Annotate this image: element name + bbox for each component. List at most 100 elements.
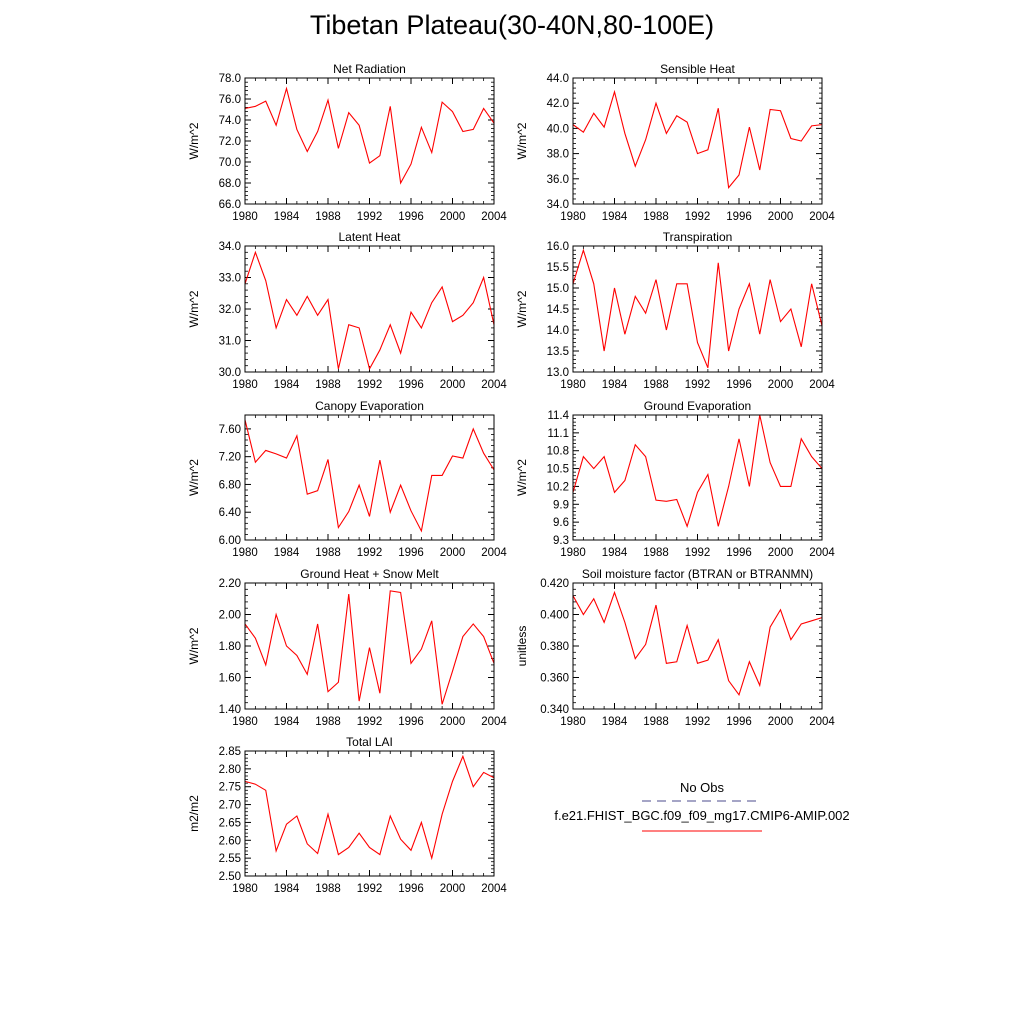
panel-title: Soil moisture factor (BTRAN or BTRANMN)	[582, 567, 813, 581]
y-tick-label: 2.75	[219, 782, 241, 794]
x-tick-label: 1992	[357, 547, 383, 559]
x-tick-label: 1988	[315, 716, 341, 728]
x-tick-label: 1984	[602, 716, 628, 728]
y-tick-label: 2.00	[219, 610, 241, 622]
plot-frame	[572, 582, 823, 710]
panel-5: 1980 1984 1988 1992 1996 2000 2004 6.00 6.40 6.80…	[187, 399, 507, 559]
x-tick-label: 1980	[232, 379, 258, 391]
y-tick-label: 1.80	[219, 641, 241, 653]
y-tick-label: 2.60	[219, 835, 241, 847]
x-tick-label: 1996	[726, 379, 752, 391]
x-tick-label: 1996	[398, 211, 424, 223]
series-line	[572, 414, 823, 528]
y-tick-label: 14.0	[547, 325, 569, 337]
y-tick-label: 0.380	[540, 641, 569, 653]
series-line	[572, 590, 823, 697]
x-tick-label: 2000	[768, 211, 794, 223]
y-tick-label: 2.70	[219, 800, 241, 812]
y-tick-label: 10.2	[547, 481, 569, 493]
y-tick-label: 15.0	[547, 283, 569, 295]
x-tick-label: 2004	[481, 547, 507, 559]
y-tick-label: 6.40	[219, 507, 241, 519]
y-tick-label: 7.60	[219, 424, 241, 436]
panel-6: 1980 1984 1988 1992 1996 2000 2004 9.3 9.6 9.9 10.…	[515, 399, 835, 559]
legend-label-model: f.e21.FHIST_BGC.f09_f09_mg17.CMIP6-AMIP.…	[554, 808, 849, 823]
x-tick-label: 1992	[685, 211, 711, 223]
legend-label-no-obs: No Obs	[680, 780, 725, 795]
y-tick-label: 0.400	[540, 610, 569, 622]
plot-frame	[244, 750, 495, 877]
x-tick-label: 2004	[809, 379, 835, 391]
y-tick-label: 2.55	[219, 853, 241, 865]
panel-3: 1980 1984 1988 1992 1996 2000 2004 30.0 31.0 32.0…	[187, 230, 507, 391]
x-tick-label: 1988	[643, 379, 669, 391]
panel-title: Ground Evaporation	[644, 399, 751, 413]
y-tick-label: 2.65	[219, 817, 241, 829]
y-axis-label: W/m^2	[515, 122, 529, 159]
x-tick-label: 2000	[440, 211, 466, 223]
x-tick-label: 1992	[357, 211, 383, 223]
y-tick-label: 36.0	[547, 174, 569, 186]
x-tick-label: 1996	[726, 716, 752, 728]
panel-title: Sensible Heat	[660, 62, 735, 76]
y-tick-label: 10.5	[547, 464, 569, 476]
panel-7: 1980 1984 1988 1992 1996 2000 2004 1.40 1.60 1.80…	[187, 567, 507, 728]
y-tick-label: 0.360	[540, 673, 569, 685]
x-tick-label: 1992	[357, 883, 383, 895]
x-tick-label: 1984	[602, 379, 628, 391]
plot-frame	[244, 77, 495, 205]
x-tick-label: 1988	[315, 379, 341, 391]
y-tick-label: 0.340	[540, 704, 569, 716]
plot-frame	[244, 414, 495, 541]
y-tick-label: 1.40	[219, 704, 241, 716]
page-title: Tibetan Plateau(30-40N,80-100E)	[309, 10, 715, 40]
y-tick-label: 13.5	[547, 346, 569, 358]
y-axis-label: W/m^2	[187, 290, 201, 327]
series-line	[244, 590, 495, 705]
panel-title: Canopy Evaporation	[315, 399, 424, 413]
series-line	[244, 754, 495, 861]
y-tick-label: 42.0	[547, 98, 569, 110]
panel-1: 1980 1984 1988 1992 1996 2000 2004 66.0 68.0 70.0…	[187, 62, 507, 223]
series-line	[244, 419, 495, 533]
x-tick-label: 2000	[440, 379, 466, 391]
y-tick-label: 0.420	[540, 578, 569, 590]
y-tick-label: 70.0	[219, 157, 241, 169]
y-tick-label: 66.0	[219, 199, 241, 211]
x-tick-label: 1980	[232, 716, 258, 728]
panel-title: Ground Heat + Snow Melt	[300, 567, 439, 581]
y-axis-label: W/m^2	[187, 627, 201, 664]
x-tick-label: 1980	[560, 379, 586, 391]
y-tick-label: 11.1	[547, 428, 569, 440]
y-tick-label: 68.0	[219, 178, 241, 190]
y-tick-label: 2.20	[219, 578, 241, 590]
y-tick-label: 6.80	[219, 479, 241, 491]
x-tick-label: 2000	[440, 716, 466, 728]
x-tick-label: 1988	[315, 211, 341, 223]
y-tick-label: 31.0	[219, 336, 241, 348]
x-tick-label: 2000	[768, 547, 794, 559]
x-tick-label: 1996	[398, 379, 424, 391]
plot-frame	[244, 245, 495, 373]
x-tick-label: 1996	[726, 547, 752, 559]
x-tick-label: 1992	[357, 716, 383, 728]
panel-title: Latent Heat	[338, 230, 401, 244]
x-tick-label: 1996	[726, 211, 752, 223]
panel-2: 1980 1984 1988 1992 1996 2000 2004 34.0 36.0 38.0…	[515, 62, 835, 223]
x-tick-label: 1980	[560, 716, 586, 728]
x-tick-label: 1984	[274, 379, 300, 391]
y-tick-label: 10.8	[547, 446, 569, 458]
plot-frame	[244, 582, 495, 710]
x-tick-label: 1992	[685, 379, 711, 391]
x-tick-label: 1984	[274, 883, 300, 895]
x-tick-label: 2004	[481, 379, 507, 391]
series-line	[244, 86, 495, 185]
y-tick-label: 2.80	[219, 764, 241, 776]
x-tick-label: 2004	[809, 716, 835, 728]
x-tick-label: 1980	[560, 547, 586, 559]
series-line	[572, 89, 823, 189]
x-tick-label: 1992	[357, 379, 383, 391]
x-tick-label: 1980	[232, 547, 258, 559]
y-tick-label: 9.3	[553, 535, 569, 547]
y-tick-label: 6.00	[219, 535, 241, 547]
